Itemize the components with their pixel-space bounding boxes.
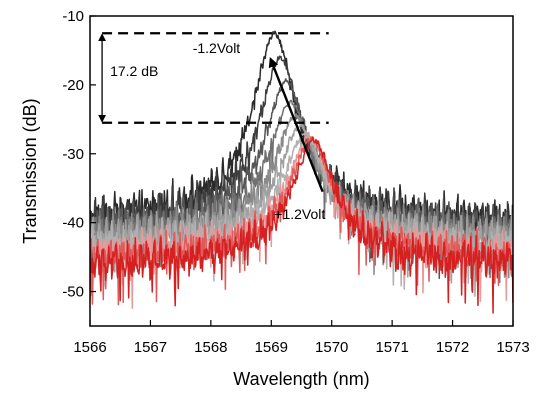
y-tick-label: -30 [62,146,84,163]
y-tick-label: -10 [62,8,84,25]
top-voltage-label: -1.2Volt [193,40,241,56]
y-tick-label: -40 [62,215,84,232]
series-line [90,136,513,314]
y-tick-label: -50 [62,284,84,301]
y-axis: -10 -20 -30 -40 -50 [62,8,96,301]
x-axis-title: Wavelength (nm) [233,369,369,389]
y-tick-label: -20 [62,77,84,94]
plot-frame [89,15,514,327]
x-tick-label: 1566 [73,339,106,356]
series-line [90,99,513,284]
x-tick-label: 1569 [255,339,288,356]
y-axis-title: Transmission (dB) [20,98,40,243]
x-tick-label: 1573 [496,339,529,356]
x-tick-label: 1567 [134,339,167,356]
x-axis: 1566 1567 1568 1569 1570 1571 1572 1573 [73,320,530,356]
difference-label: 17.2 dB [110,63,158,79]
annotation-group: 17.2 dB -1.2Volt +1.2Volt [98,32,329,222]
x-tick-label: 1572 [436,339,469,356]
x-tick-label: 1568 [194,339,227,356]
x-tick-label: 1571 [375,339,408,356]
x-tick-label: 1570 [315,339,348,356]
bottom-voltage-label: +1.2Volt [274,206,325,222]
voltage-sweep-arrow [268,57,324,193]
